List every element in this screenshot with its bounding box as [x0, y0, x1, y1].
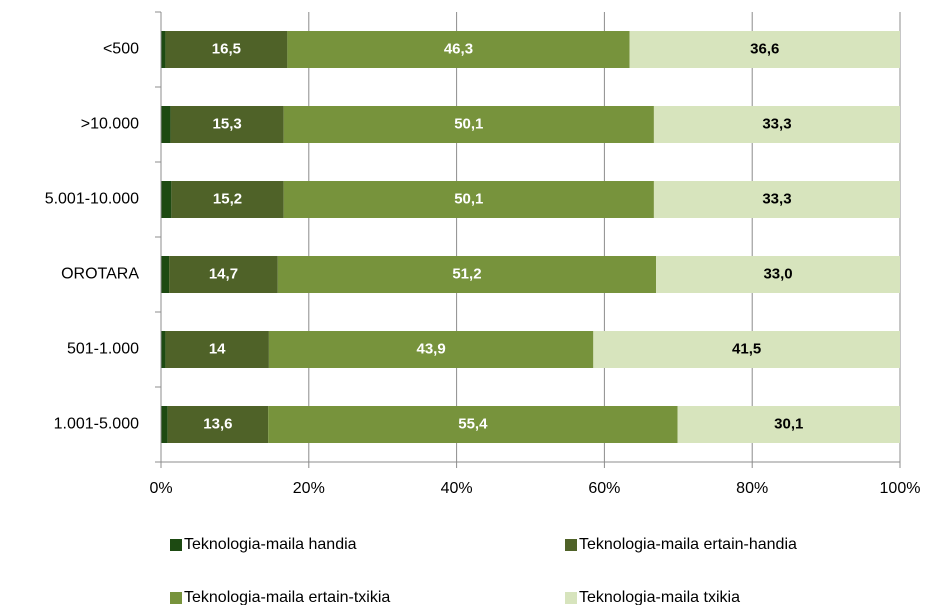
legend-swatch [170, 592, 182, 604]
y-tick-label: 1.001-5.000 [54, 416, 140, 433]
legend-label: Teknologia-maila ertain-txikia [184, 589, 390, 605]
value-label: 55,4 [458, 415, 488, 432]
x-tick-label: 100% [880, 480, 921, 497]
bar-segment [656, 256, 900, 293]
value-label: 14 [209, 340, 226, 357]
value-label: 46,3 [444, 40, 473, 57]
value-label: 50,1 [454, 190, 483, 207]
bar-segment [653, 106, 900, 143]
y-tick-label: >10.000 [81, 116, 139, 133]
x-tick-label: 20% [293, 480, 325, 497]
bar-segment [277, 256, 657, 293]
value-label: 30,1 [774, 415, 803, 432]
bar-segment [161, 31, 166, 68]
value-label: 41,5 [732, 340, 761, 357]
legend-swatch [565, 592, 577, 604]
bar-segment [169, 256, 278, 293]
value-label: 36,6 [750, 40, 779, 57]
value-label: 33,3 [762, 115, 791, 132]
bar-segment [268, 331, 594, 368]
value-label: 13,6 [203, 415, 232, 432]
bar-segment [268, 406, 678, 443]
bar-segment [593, 331, 900, 368]
value-label: 14,7 [209, 265, 238, 282]
bar-segment [165, 331, 269, 368]
bar-segment [161, 406, 168, 443]
legend-swatch [170, 539, 182, 551]
x-tick-label: 80% [736, 480, 768, 497]
value-label: 33,0 [763, 265, 792, 282]
bar-segment [161, 181, 172, 218]
bar-segment [677, 406, 900, 443]
bar-segment [653, 181, 900, 218]
value-label: 16,5 [212, 40, 241, 57]
bar-segment [165, 31, 288, 68]
bar-segment [283, 181, 654, 218]
bar-segment [629, 31, 900, 68]
value-label: 33,3 [762, 190, 791, 207]
x-tick-label: 60% [588, 480, 620, 497]
value-label: 50,1 [454, 115, 483, 132]
x-tick-label: 40% [441, 480, 473, 497]
y-tick-label: 501-1.000 [67, 341, 139, 358]
legend-label: Teknologia-maila ertain-handia [579, 536, 797, 553]
x-tick-label: 0% [149, 480, 172, 497]
bar-segment [287, 31, 630, 68]
bar-segment [171, 181, 284, 218]
legend-label: Teknologia-maila txikia [579, 589, 740, 605]
bar-segment [283, 106, 654, 143]
value-label: 15,2 [213, 190, 242, 207]
value-label: 43,9 [417, 340, 446, 357]
legend-swatch [565, 539, 577, 551]
y-tick-label: <500 [103, 41, 139, 58]
bar-segment [161, 106, 171, 143]
bar-segment [170, 106, 284, 143]
bar-segment [161, 256, 170, 293]
bar-segment [161, 331, 166, 368]
bar-segment [167, 406, 269, 443]
value-label: 51,2 [452, 265, 481, 282]
y-tick-label: 5.001-10.000 [45, 191, 139, 208]
value-label: 15,3 [213, 115, 242, 132]
y-tick-label: OROTARA [61, 266, 139, 283]
legend-label: Teknologia-maila handia [184, 536, 357, 553]
